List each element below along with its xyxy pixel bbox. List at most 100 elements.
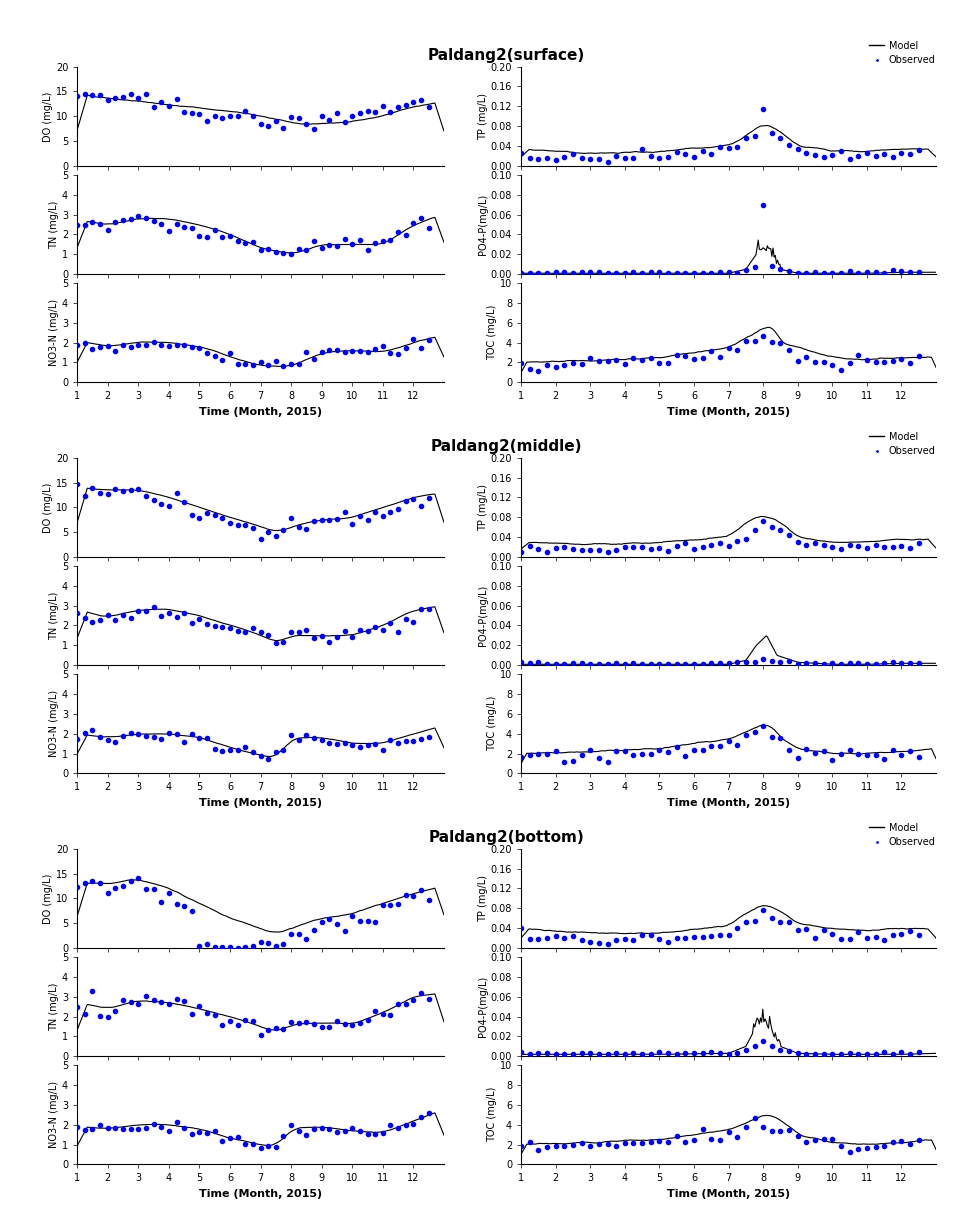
Point bbox=[600, 351, 616, 370]
Point bbox=[799, 654, 814, 673]
Point bbox=[253, 352, 268, 371]
Point bbox=[345, 736, 360, 755]
Point bbox=[405, 213, 421, 232]
Point bbox=[261, 932, 276, 952]
Point bbox=[230, 739, 245, 759]
Point bbox=[841, 149, 857, 169]
Point bbox=[730, 1044, 745, 1063]
Point bbox=[660, 263, 676, 282]
Y-axis label: TP (mg/L): TP (mg/L) bbox=[478, 93, 487, 139]
Point bbox=[390, 895, 405, 914]
Point bbox=[291, 1013, 307, 1033]
Point bbox=[405, 991, 421, 1011]
Point bbox=[276, 119, 291, 138]
Point bbox=[237, 354, 253, 374]
Point bbox=[77, 1121, 93, 1140]
Point bbox=[130, 1119, 146, 1139]
Point bbox=[643, 145, 658, 165]
Point bbox=[513, 353, 529, 373]
Point bbox=[902, 1045, 918, 1064]
Point bbox=[321, 733, 337, 753]
Point bbox=[207, 1121, 223, 1140]
Point bbox=[77, 486, 93, 506]
Point bbox=[885, 741, 900, 760]
Point bbox=[169, 484, 184, 503]
Point bbox=[609, 145, 624, 165]
Point bbox=[703, 535, 719, 555]
Point bbox=[383, 1006, 399, 1025]
Point bbox=[764, 651, 780, 671]
Point bbox=[161, 496, 177, 516]
Point bbox=[108, 341, 124, 360]
Point bbox=[669, 142, 684, 161]
Point bbox=[574, 540, 590, 560]
Point bbox=[398, 95, 413, 115]
Point bbox=[116, 481, 131, 501]
Point bbox=[192, 609, 207, 628]
Point bbox=[69, 86, 85, 105]
Point bbox=[337, 733, 352, 753]
Point bbox=[531, 653, 546, 672]
Point bbox=[69, 728, 85, 748]
Point bbox=[93, 1006, 108, 1025]
Point bbox=[146, 598, 161, 617]
Point bbox=[712, 263, 728, 282]
Point bbox=[677, 927, 693, 947]
Point bbox=[565, 752, 581, 771]
Point bbox=[390, 993, 405, 1013]
Point bbox=[284, 354, 299, 374]
Point bbox=[222, 1128, 237, 1147]
Point bbox=[574, 1042, 590, 1062]
Point bbox=[169, 335, 184, 354]
Point bbox=[773, 334, 788, 353]
Point bbox=[712, 137, 728, 156]
Point bbox=[600, 752, 616, 771]
Point bbox=[513, 543, 529, 562]
Point bbox=[592, 1044, 607, 1063]
Point bbox=[130, 335, 146, 354]
Point bbox=[790, 263, 806, 282]
Point bbox=[868, 263, 883, 282]
Point bbox=[329, 103, 345, 122]
Text: Paldang2(surface): Paldang2(surface) bbox=[428, 49, 585, 64]
Point bbox=[153, 214, 169, 233]
Point bbox=[876, 538, 892, 557]
Point bbox=[841, 1044, 857, 1063]
Point bbox=[253, 529, 268, 549]
Point bbox=[841, 535, 857, 555]
Point bbox=[230, 1128, 245, 1147]
Point bbox=[841, 262, 857, 281]
Point bbox=[200, 503, 215, 523]
Point bbox=[669, 929, 684, 948]
Point bbox=[138, 1118, 153, 1138]
Point bbox=[123, 992, 138, 1012]
Point bbox=[130, 725, 146, 744]
Point bbox=[207, 346, 223, 365]
Point bbox=[522, 1044, 538, 1063]
Point bbox=[306, 232, 321, 252]
Point bbox=[824, 356, 840, 375]
Point bbox=[360, 510, 375, 529]
Point bbox=[413, 90, 428, 110]
Point bbox=[153, 1118, 169, 1138]
Point bbox=[116, 876, 131, 896]
Point bbox=[413, 338, 428, 358]
Point bbox=[730, 1127, 745, 1146]
Point bbox=[876, 263, 892, 282]
Point bbox=[808, 533, 823, 552]
Point bbox=[93, 1116, 108, 1135]
Point bbox=[643, 1045, 658, 1064]
Point bbox=[214, 937, 230, 957]
Point bbox=[93, 214, 108, 233]
Point bbox=[321, 1119, 337, 1139]
Point bbox=[100, 884, 116, 903]
Point bbox=[291, 354, 307, 374]
Legend: Model, Observed: Model, Observed bbox=[866, 37, 940, 70]
Point bbox=[261, 749, 276, 769]
Y-axis label: TP (mg/L): TP (mg/L) bbox=[478, 875, 487, 921]
Point bbox=[850, 147, 866, 166]
Point bbox=[93, 727, 108, 747]
Point bbox=[522, 745, 538, 765]
Point bbox=[885, 1044, 900, 1063]
Point bbox=[214, 617, 230, 637]
